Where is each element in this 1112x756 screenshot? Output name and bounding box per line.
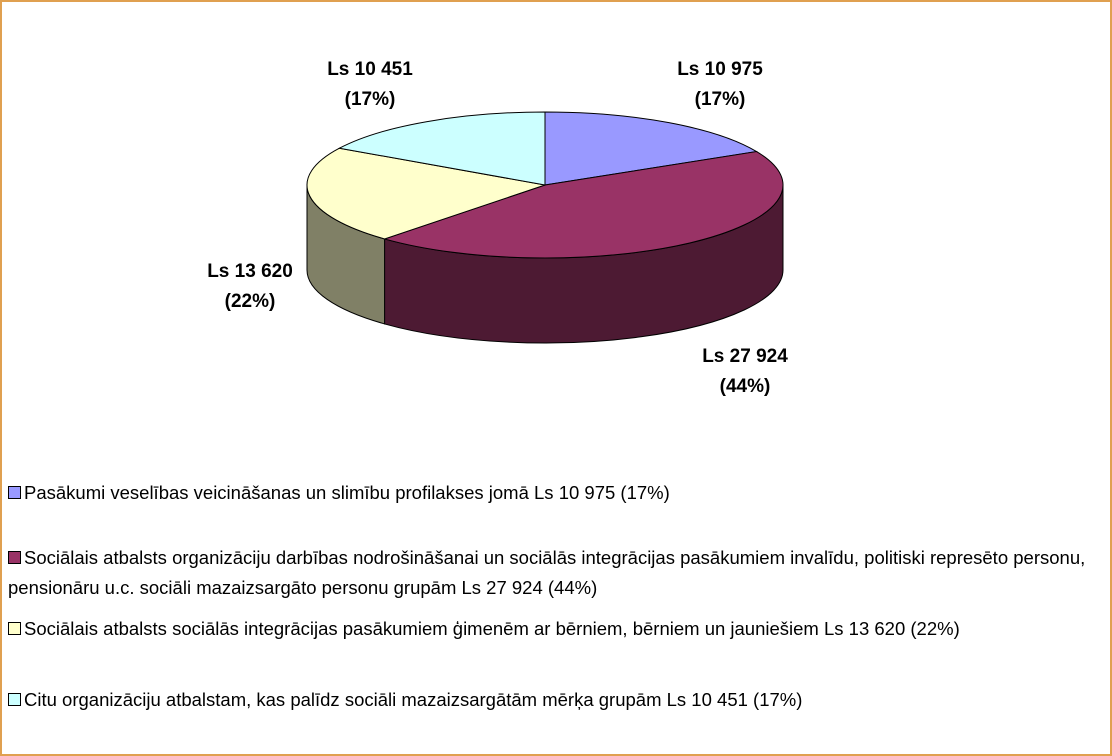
legend-item: Pasākumi veselības veicināšanas un slimī… <box>8 478 1098 508</box>
legend-swatch <box>8 622 21 635</box>
legend-label: Citu organizāciju atbalstam, kas palīdz … <box>24 689 803 710</box>
data-label-percent: (44%) <box>720 376 771 397</box>
legend-item: Sociālais atbalsts organizāciju darbības… <box>8 543 1098 603</box>
pie-slice <box>306 147 546 240</box>
legend-item: Sociālais atbalsts sociālās integrācijas… <box>8 614 1098 644</box>
legend-swatch <box>8 551 21 564</box>
data-label: Ls 10 975 <box>677 59 763 80</box>
data-label-percent: (22%) <box>225 291 276 312</box>
legend-swatch <box>8 486 21 499</box>
data-label-percent: (17%) <box>695 89 746 110</box>
legend-label: Pasākumi veselības veicināšanas un slimī… <box>24 482 670 503</box>
data-label: Ls 27 924 <box>702 346 788 367</box>
legend-swatch <box>8 693 21 706</box>
data-label-percent: (17%) <box>345 89 396 110</box>
pie-slice <box>544 111 759 186</box>
data-label: Ls 10 451 <box>327 59 413 80</box>
legend-item: Citu organizāciju atbalstam, kas palīdz … <box>8 685 1098 715</box>
pie-slice <box>382 151 784 259</box>
data-label: Ls 13 620 <box>207 261 293 282</box>
legend-label: Sociālais atbalsts organizāciju darbības… <box>8 547 1086 598</box>
legend-label: Sociālais atbalsts sociālās integrācijas… <box>24 618 960 639</box>
pie-slice <box>337 111 546 186</box>
